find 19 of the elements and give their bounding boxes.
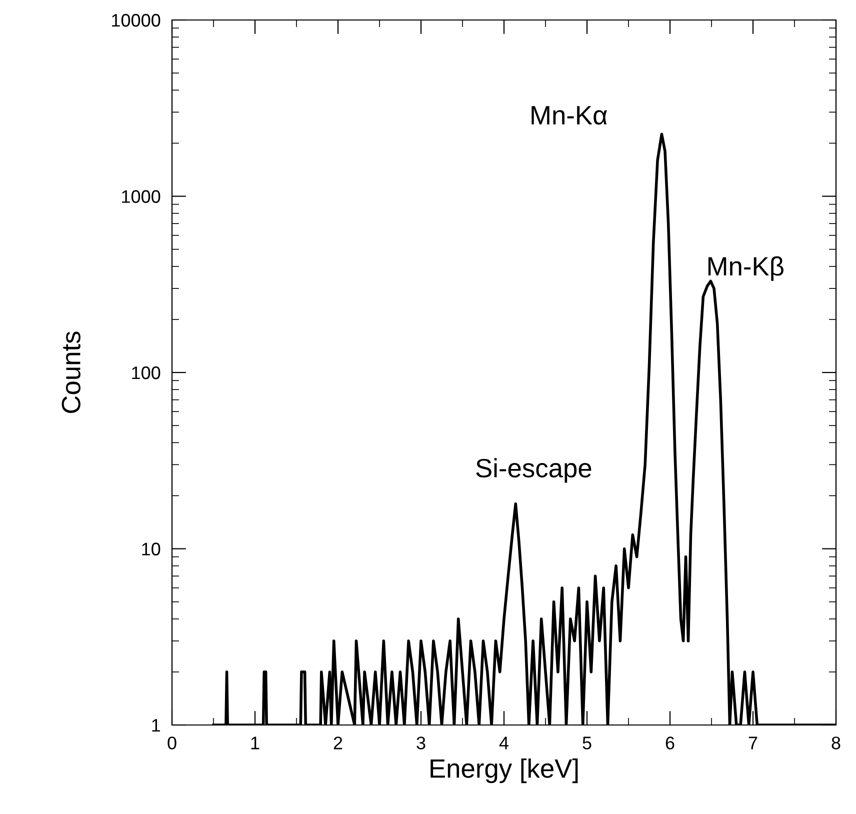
x-tick-label: 1	[251, 736, 260, 750]
x-tick-label: 4	[499, 736, 508, 750]
y-tick-label: 10000	[112, 14, 160, 27]
annotation: Mn-Kβ	[708, 256, 784, 281]
x-tick-label: 6	[666, 736, 674, 750]
annotation: Si-escape	[476, 458, 592, 483]
x-tick-label: 8	[832, 736, 840, 750]
x-tick-label: 7	[748, 736, 758, 750]
y-tick-label: 10	[142, 542, 160, 556]
y-tick-label: 1	[152, 719, 160, 732]
annotation: Mn-Kα	[532, 106, 608, 125]
x-tick-label: 2	[334, 736, 342, 750]
x-tick-label: 5	[582, 736, 592, 750]
x-axis-title: Energy [keV]	[430, 758, 578, 784]
y-axis-title: Counts	[62, 332, 80, 413]
x-tick-label: 3	[416, 736, 426, 750]
y-tick-label: 1000	[122, 190, 160, 203]
y-tick-label: 100	[132, 366, 160, 380]
x-tick-label: 0	[168, 736, 176, 750]
